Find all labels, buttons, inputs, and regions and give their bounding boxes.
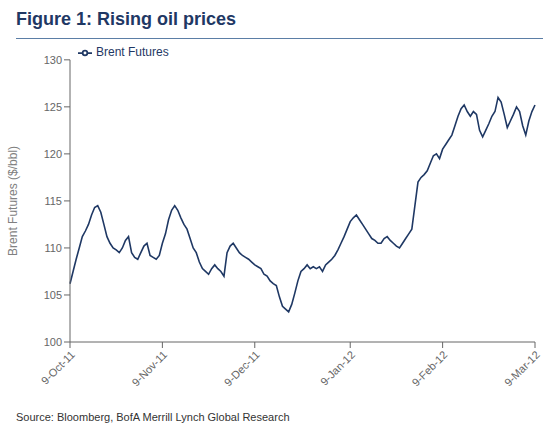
svg-text:9-Dec-11: 9-Dec-11 bbox=[222, 348, 262, 388]
svg-text:110: 110 bbox=[44, 242, 62, 254]
html-text:Figure 1: Rising oil prices: Figure 1: Rising oil prices bbox=[16, 8, 236, 29]
svg-text:9-Nov-11: 9-Nov-11 bbox=[129, 348, 169, 388]
html-text:Source: Bloomberg, BofA Merril: Source: Bloomberg, BofA Merrill Lynch Gl… bbox=[16, 411, 290, 423]
svg-text:9-Jan-12: 9-Jan-12 bbox=[318, 348, 357, 387]
svg-text:100: 100 bbox=[44, 336, 62, 348]
svg-text:130: 130 bbox=[44, 54, 62, 66]
svg-text:9-Mar-12: 9-Mar-12 bbox=[502, 348, 542, 388]
svg-text:105: 105 bbox=[44, 289, 62, 301]
svg-text:Brent Futures ($/bbl): Brent Futures ($/bbl) bbox=[8, 146, 20, 256]
svg-text:125: 125 bbox=[44, 101, 62, 113]
svg-text:120: 120 bbox=[44, 148, 62, 160]
svg-text:9-Oct-11: 9-Oct-11 bbox=[39, 348, 77, 386]
svg-text:115: 115 bbox=[44, 195, 62, 207]
html-text:Brent Futures: Brent Futures bbox=[96, 45, 169, 59]
svg-text:9-Feb-12: 9-Feb-12 bbox=[410, 348, 450, 388]
